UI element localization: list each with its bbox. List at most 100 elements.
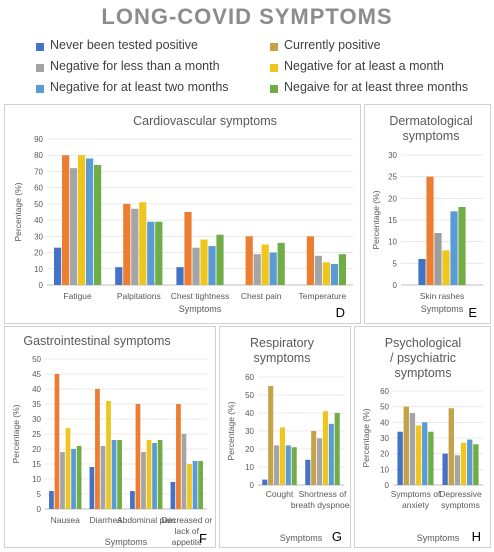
chart-cardiovascular: Cardiovascular symptoms 0 10 20 30 40 50 60 70 80… bbox=[13, 114, 353, 320]
chart-title-D-line-0: Cardiovascular symptoms bbox=[133, 114, 277, 128]
y-tick-label-H-0: 0 bbox=[385, 481, 390, 490]
bar-D-3-1 bbox=[245, 236, 253, 285]
bar-F-2-2 bbox=[141, 452, 146, 509]
bar-D-0-0 bbox=[54, 247, 62, 285]
panel-letter-H: H bbox=[472, 529, 481, 544]
bar-D-0-2 bbox=[70, 168, 78, 285]
legend-label-1: Currently positive bbox=[284, 38, 381, 52]
bar-E-0-5 bbox=[458, 207, 466, 285]
y-axis-label-F: Percentage (%) bbox=[11, 404, 21, 463]
bar-H-1-1 bbox=[448, 408, 454, 485]
bar-D-2-4 bbox=[208, 246, 216, 285]
chart-title-H-line-2: symptoms bbox=[395, 366, 452, 380]
category-label-D-3-line-0: Chest pain bbox=[241, 291, 282, 301]
bar-D-3-4 bbox=[269, 252, 277, 285]
y-tick-label-G-5: 50 bbox=[245, 391, 254, 400]
category-label-H-1-line-1: symptoms bbox=[441, 500, 480, 510]
bar-F-1-0 bbox=[89, 467, 95, 509]
category-label-F-3-line-1: lack of bbox=[174, 526, 199, 536]
category-label-G-1-line-0: Shortness of bbox=[299, 489, 347, 499]
chart-gastrointestinal: Gastrointestinal symptoms 0 5 10 15 20 25 30 35 4… bbox=[11, 334, 212, 547]
category-label-F-3-line-2: appetite bbox=[172, 537, 203, 547]
bar-D-2-0 bbox=[176, 267, 184, 285]
y-tick-label-D-0: 0 bbox=[39, 281, 44, 290]
bar-H-1-2 bbox=[454, 455, 461, 485]
category-label-F-0-line-0: Nausea bbox=[51, 515, 81, 525]
bar-F-0-1 bbox=[54, 374, 60, 509]
legend-label-3: Negative for at least a month bbox=[284, 59, 444, 73]
y-tick-label-E-3: 15 bbox=[388, 216, 397, 225]
bar-H-0-2 bbox=[409, 412, 416, 485]
y-tick-label-G-6: 60 bbox=[245, 373, 254, 382]
y-tick-label-F-1: 5 bbox=[37, 490, 42, 499]
bar-D-0-5 bbox=[94, 164, 102, 285]
bar-D-1-2 bbox=[131, 208, 139, 285]
y-tick-label-F-7: 35 bbox=[32, 400, 41, 409]
bar-G-1-3 bbox=[322, 411, 328, 485]
category-label-D-1-line-0: Palpitations bbox=[117, 291, 161, 301]
y-tick-label-D-7: 70 bbox=[34, 167, 43, 176]
bar-F-1-1 bbox=[95, 389, 100, 509]
bar-H-1-4 bbox=[467, 439, 473, 485]
y-tick-label-D-5: 50 bbox=[34, 200, 43, 209]
bar-E-0-2 bbox=[434, 233, 442, 285]
y-tick-label-F-0: 0 bbox=[37, 505, 42, 514]
category-label-E-0-line-0: Skin rashes bbox=[420, 291, 464, 301]
bar-H-0-3 bbox=[415, 425, 422, 485]
bar-G-1-5 bbox=[334, 413, 340, 485]
bar-F-3-1 bbox=[176, 404, 181, 509]
category-label-G-0-line-0: Cought bbox=[266, 489, 294, 499]
bar-F-0-0 bbox=[49, 491, 54, 509]
category-label-G-1-line-1: breath dyspnoea bbox=[291, 500, 350, 510]
y-tick-label-F-6: 30 bbox=[32, 415, 41, 424]
x-axis-label-D: Symptoms bbox=[179, 304, 222, 314]
y-tick-label-G-3: 30 bbox=[245, 427, 254, 436]
y-tick-label-G-2: 20 bbox=[245, 445, 254, 454]
category-label-D-4-line-0: Temperature bbox=[299, 291, 347, 301]
bar-F-3-4 bbox=[192, 461, 198, 509]
bar-D-0-1 bbox=[62, 155, 70, 285]
panel-letter-D: D bbox=[336, 305, 345, 320]
panel-letter-F: F bbox=[199, 531, 207, 546]
chart-title-F-line-0: Gastrointestinal symptoms bbox=[23, 334, 170, 348]
y-tick-label-D-2: 20 bbox=[34, 249, 43, 258]
bar-D-1-0 bbox=[115, 267, 123, 285]
legend-swatch-5 bbox=[270, 85, 278, 93]
y-tick-label-F-8: 40 bbox=[32, 385, 41, 394]
y-tick-label-H-5: 50 bbox=[380, 403, 389, 412]
legend-label-5: Negaive for at least three months bbox=[284, 80, 469, 94]
bar-D-2-2 bbox=[192, 247, 200, 285]
bar-D-3-3 bbox=[261, 244, 269, 285]
bar-F-3-3 bbox=[187, 464, 192, 509]
legend-swatch-1 bbox=[270, 43, 278, 51]
bar-H-0-1 bbox=[403, 406, 409, 485]
y-tick-label-G-1: 10 bbox=[245, 463, 254, 472]
x-axis-label-E: Symptoms bbox=[421, 304, 464, 314]
bar-F-3-5 bbox=[198, 461, 203, 509]
legend-swatch-4 bbox=[36, 85, 44, 93]
y-tick-label-F-5: 25 bbox=[32, 430, 41, 439]
legend-swatch-2 bbox=[36, 64, 44, 72]
bar-H-1-5 bbox=[473, 444, 479, 485]
bar-F-3-0 bbox=[170, 482, 176, 509]
bar-G-1-2 bbox=[317, 438, 323, 485]
category-label-D-0-line-0: Fatigue bbox=[63, 291, 92, 301]
bar-D-4-5 bbox=[338, 254, 346, 285]
bar-E-0-1 bbox=[426, 176, 434, 285]
bar-D-4-2 bbox=[314, 255, 322, 285]
bar-F-0-2 bbox=[60, 452, 65, 509]
y-tick-label-E-5: 25 bbox=[388, 173, 397, 182]
y-tick-label-F-3: 15 bbox=[32, 460, 41, 469]
y-axis-label-G: Percentage (%) bbox=[226, 401, 236, 460]
bar-F-3-2 bbox=[181, 434, 187, 509]
bar-D-2-5 bbox=[216, 234, 224, 285]
bar-D-0-3 bbox=[78, 155, 86, 285]
y-tick-label-F-9: 45 bbox=[32, 370, 41, 379]
bar-F-1-5 bbox=[117, 440, 122, 509]
y-tick-label-D-1: 10 bbox=[34, 265, 43, 274]
bar-F-2-5 bbox=[157, 440, 163, 509]
legend-label-2: Negative for less than a month bbox=[50, 59, 220, 73]
y-tick-label-H-6: 60 bbox=[380, 387, 389, 396]
y-axis-label-H: Percentage (%) bbox=[361, 408, 371, 467]
bar-G-1-1 bbox=[311, 431, 317, 485]
